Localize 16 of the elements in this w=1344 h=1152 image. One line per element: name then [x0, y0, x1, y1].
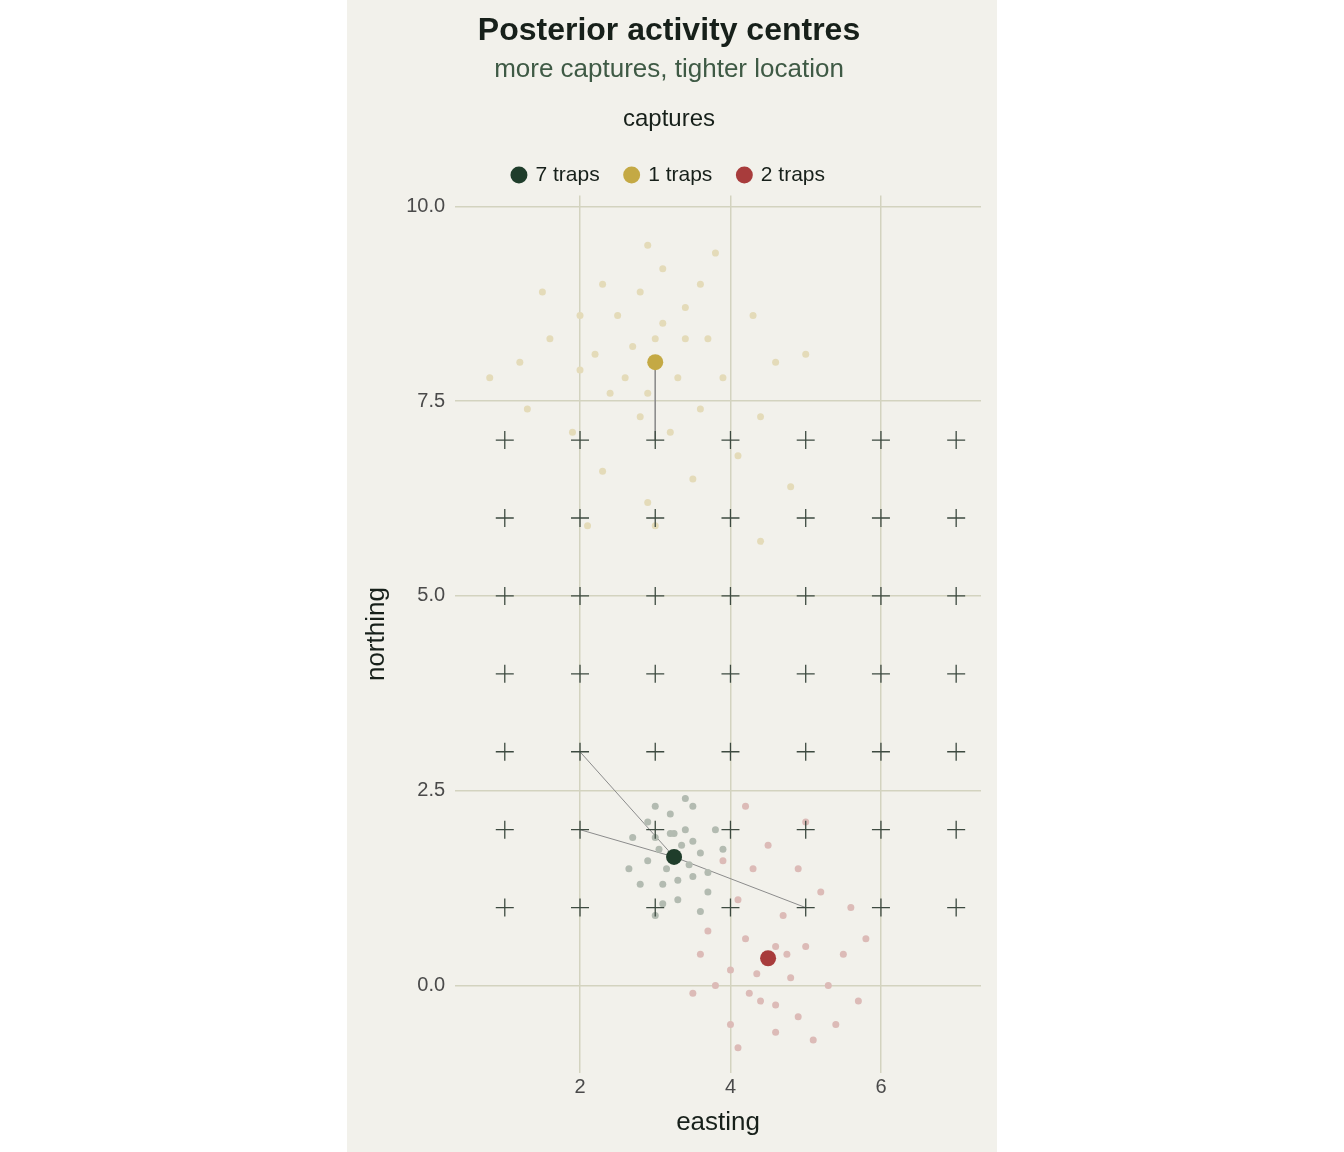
x-tick-label: 4 [724, 1075, 737, 1098]
chart-subtitle: more captures, tighter location [494, 53, 844, 84]
legend-title: captures [622, 104, 716, 132]
y-tick-label: 10.0 [406, 193, 446, 216]
y-tick-label: 2.5 [417, 778, 446, 801]
x-axis-title: easting [676, 1105, 760, 1136]
x-tick-label: 2 [574, 1075, 586, 1098]
chart-title: Posterior activity centres [477, 11, 861, 48]
y-tick-label: 0.0 [417, 973, 446, 996]
legend-label: 2 traps [760, 161, 826, 185]
y-tick-label: 5.0 [417, 583, 446, 606]
legend-label: 7 traps [535, 161, 600, 185]
legend-label: 1 traps [648, 161, 713, 185]
x-tick-label: 6 [875, 1075, 887, 1098]
y-axis-title: northing [359, 587, 390, 682]
y-tick-label: 7.5 [417, 388, 446, 411]
